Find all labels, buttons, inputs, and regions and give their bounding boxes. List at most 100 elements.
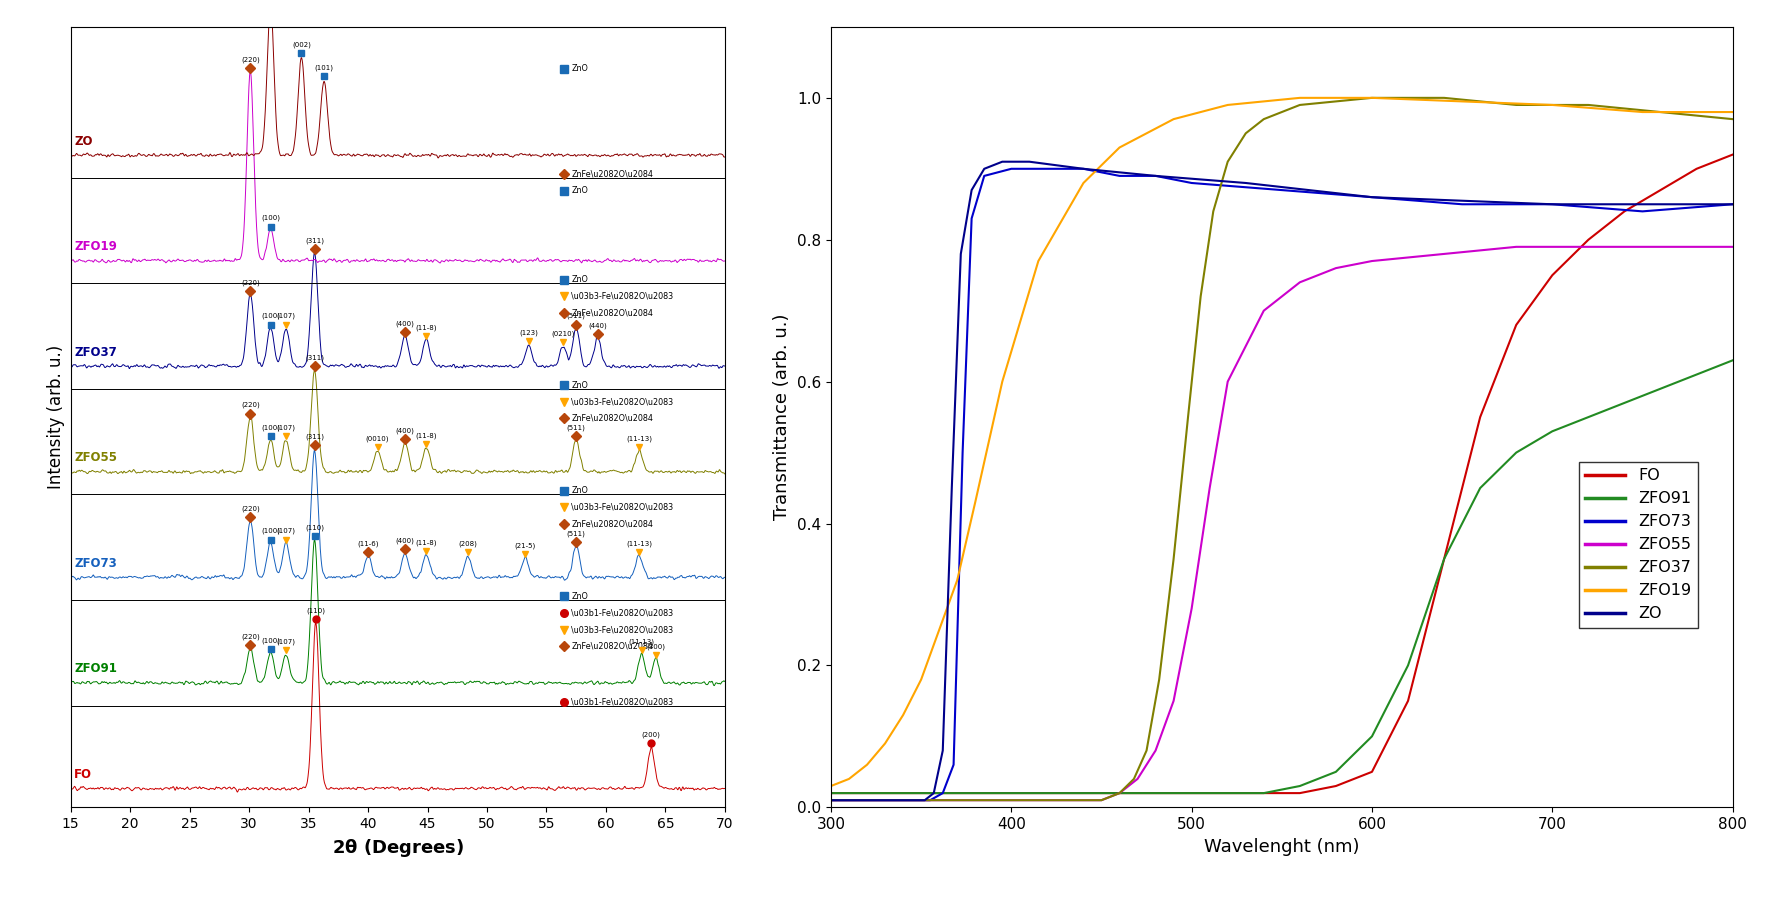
Text: (208): (208) (458, 541, 477, 547)
ZFO37 (1326, 96, 1347, 107)
X-axis label: $\mathbf{2\theta}$ (Degrees): $\mathbf{2\theta}$ (Degrees) (332, 837, 463, 858)
FO (1181, 788, 1202, 798)
Text: ZnFe\u2082O\u2084: ZnFe\u2082O\u2084 (571, 641, 654, 650)
Text: (220): (220) (240, 402, 260, 408)
Text: ZnO: ZnO (571, 275, 589, 284)
FO (911, 788, 932, 798)
ZFO37 (1434, 92, 1455, 103)
ZFO91 (1001, 788, 1022, 798)
ZFO37 (1506, 100, 1528, 110)
Text: ZFO55: ZFO55 (74, 451, 117, 465)
ZFO19 (928, 624, 949, 635)
ZFO73 (1181, 178, 1202, 188)
ZFO73 (951, 448, 972, 458)
FO (1254, 788, 1275, 798)
ZFO91 (1216, 788, 1238, 798)
FO (1687, 163, 1708, 174)
FO (820, 788, 842, 798)
ZFO55 (1109, 788, 1130, 798)
ZFO37 (1055, 795, 1077, 806)
Text: (220): (220) (240, 505, 260, 511)
ZFO19 (1289, 92, 1310, 103)
Text: (200): (200) (642, 731, 661, 738)
ZFO37 (1123, 773, 1144, 784)
Line: ZFO55: ZFO55 (831, 247, 1733, 800)
ZFO19 (1216, 100, 1238, 110)
ZFO19 (1073, 178, 1094, 188)
Line: ZO: ZO (831, 161, 1733, 800)
ZFO19 (856, 760, 877, 771)
ZO (875, 795, 896, 806)
Text: (100): (100) (262, 313, 279, 319)
ZFO91 (1650, 383, 1671, 394)
ZFO55 (1216, 376, 1238, 387)
Text: (11-6): (11-6) (357, 541, 378, 547)
ZO (820, 795, 842, 806)
ZFO73 (875, 795, 896, 806)
Text: (311): (311) (306, 354, 324, 361)
Text: (220): (220) (240, 279, 260, 285)
Text: (107): (107) (276, 639, 295, 645)
Text: (511): (511) (568, 313, 585, 319)
ZFO19 (1632, 107, 1653, 118)
FO (1091, 788, 1112, 798)
ZFO37 (1202, 206, 1223, 217)
Line: FO: FO (831, 154, 1733, 793)
ZO (974, 163, 995, 174)
Text: ZnO: ZnO (571, 592, 589, 601)
ZFO73 (919, 795, 941, 806)
ZO (949, 248, 971, 259)
ZFO55 (1326, 263, 1347, 274)
Text: (11-8): (11-8) (415, 432, 437, 439)
FO (1650, 185, 1671, 196)
Text: (107): (107) (276, 527, 295, 535)
ZFO91 (1181, 788, 1202, 798)
Text: (100): (100) (262, 637, 279, 644)
ZFO19 (1452, 96, 1473, 107)
ZFO55 (1361, 256, 1383, 266)
FO (1542, 270, 1563, 281)
ZO (992, 156, 1013, 167)
ZFO55 (1577, 241, 1598, 252)
Text: (100): (100) (262, 527, 279, 535)
Text: FO: FO (74, 768, 92, 781)
ZO (962, 185, 983, 196)
Text: ZnFe\u2082O\u2084: ZnFe\u2082O\u2084 (571, 170, 654, 179)
Text: ZnO: ZnO (571, 380, 589, 389)
ZFO19 (838, 773, 859, 784)
ZFO37 (1190, 292, 1211, 302)
ZO (1236, 178, 1257, 188)
Text: ZO: ZO (74, 135, 92, 147)
FO (1216, 788, 1238, 798)
ZFO55 (1254, 305, 1275, 316)
FO (1289, 788, 1310, 798)
FO (1326, 780, 1347, 791)
Text: (002): (002) (292, 41, 311, 48)
Text: (107): (107) (276, 313, 295, 319)
ZFO19 (875, 738, 896, 749)
ZFO55 (1163, 695, 1185, 706)
Text: (100): (100) (262, 215, 279, 222)
Text: \u03b3-Fe\u2082O\u2083: \u03b3-Fe\u2082O\u2083 (571, 625, 674, 634)
ZFO91 (820, 788, 842, 798)
ZFO37 (1109, 788, 1130, 798)
ZO (1018, 156, 1040, 167)
ZFO55 (1036, 795, 1057, 806)
Text: ZnFe\u2082O\u2084: ZnFe\u2082O\u2084 (571, 309, 654, 318)
Text: ZnO: ZnO (571, 187, 589, 196)
ZFO91 (1326, 766, 1347, 777)
ZFO55 (1722, 241, 1743, 252)
Text: (400): (400) (396, 320, 414, 327)
Text: (123): (123) (520, 329, 537, 336)
ZFO91 (1722, 355, 1743, 366)
Text: ZFO19: ZFO19 (74, 240, 117, 253)
ZFO91 (1289, 780, 1310, 791)
ZFO91 (1361, 731, 1383, 742)
ZFO19 (911, 675, 932, 685)
ZFO37 (1577, 100, 1598, 110)
FO (1614, 206, 1635, 217)
ZFO19 (1722, 107, 1743, 118)
FO (1001, 788, 1022, 798)
Line: ZFO19: ZFO19 (831, 98, 1733, 786)
ZFO37 (1177, 412, 1199, 422)
